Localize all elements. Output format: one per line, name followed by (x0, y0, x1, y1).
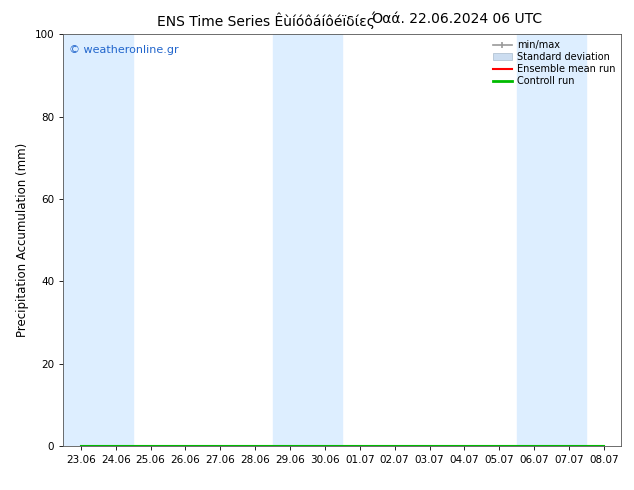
Bar (307, 34, 342, 446)
Bar (98, 34, 133, 446)
Bar (552, 34, 586, 446)
Legend: min/max, Standard deviation, Ensemble mean run, Controll run: min/max, Standard deviation, Ensemble me… (489, 37, 618, 89)
Text: ENS Time Series Êùíóôáíôéïδίες: ENS Time Series Êùíóôáíôéïδίες (157, 12, 375, 29)
Bar (273, 34, 307, 446)
Bar (63, 34, 98, 446)
Text: © weatheronline.gr: © weatheronline.gr (69, 45, 179, 54)
Text: Όαά. 22.06.2024 06 UTC: Όαά. 22.06.2024 06 UTC (371, 12, 542, 26)
Bar (517, 34, 552, 446)
Y-axis label: Precipitation Accumulation (mm): Precipitation Accumulation (mm) (16, 143, 29, 337)
